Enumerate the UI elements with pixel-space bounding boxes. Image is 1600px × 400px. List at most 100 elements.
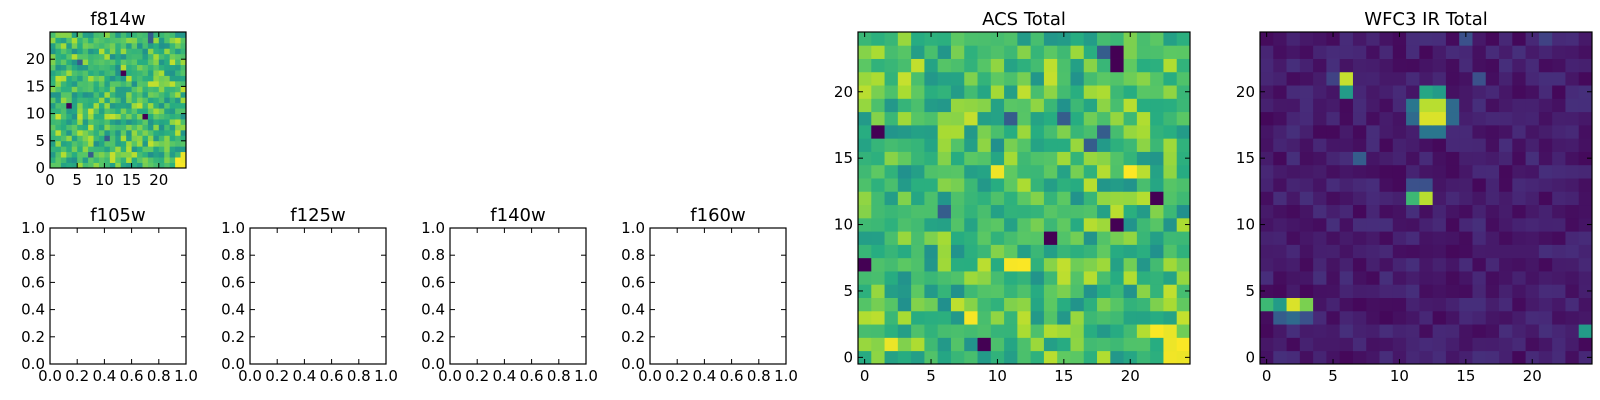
heatmap-cell [1030,111,1045,126]
heatmap-cell [1392,244,1407,259]
heatmap-cell [1339,217,1354,232]
heatmap-cell [1459,98,1473,113]
heatmap-cell [142,146,149,153]
heatmap-cell [937,204,952,219]
heatmap-cell [164,108,171,114]
heatmap-cell [1432,271,1447,285]
heatmap-cell [1419,164,1434,179]
x-tick-label: 10 [1390,367,1409,385]
heatmap-cell [884,217,899,232]
heatmap-cell [924,178,939,192]
heatmap-cell [1512,217,1526,232]
heatmap-cell [1313,337,1327,352]
heatmap-cell [137,75,143,82]
heatmap-cell [897,310,912,325]
heatmap-cell [924,191,939,206]
heatmap-cell [1313,45,1327,59]
heatmap-cell [1043,32,1058,46]
heatmap-cell [1017,257,1032,272]
heatmap-cell [93,157,100,163]
heatmap-cell [1552,350,1566,365]
x-tick-label: 0.0 [638,367,662,385]
heatmap-cell [977,350,992,365]
heatmap-cell [71,80,78,87]
heatmap-cell [964,204,978,219]
heatmap-cell [50,75,56,82]
heatmap-cell [147,102,154,109]
heatmap-cell [120,42,127,49]
heatmap-cell [1070,164,1085,179]
heatmap-cell [55,80,62,87]
heatmap-cell [1366,231,1380,245]
heatmap-cell [924,151,939,166]
heatmap-cell [169,151,176,158]
heatmap-cell [1525,244,1540,259]
heatmap-cell [1123,45,1138,59]
heatmap-cell [937,271,952,285]
heatmap-cell [1432,111,1447,126]
heatmap-cell [1379,71,1394,86]
heatmap-cell [937,111,952,126]
heatmap-cell [1286,111,1301,126]
heatmap-cell [1286,164,1301,179]
heatmap-cell [77,129,84,136]
heatmap-cell [1150,85,1164,99]
heatmap-cell [175,151,181,158]
heatmap-cell [1313,85,1327,99]
heatmap-cell [1273,310,1287,325]
heatmap-cell [1299,231,1314,245]
heatmap-cell [1499,58,1513,73]
heatmap-cell [131,91,138,98]
heatmap-cell [120,75,127,82]
heatmap-cell [131,64,138,71]
heatmap-cell [77,124,84,131]
heatmap-cell [1150,58,1164,73]
heatmap-cell [1313,297,1327,312]
heatmap-cell [1030,271,1045,285]
heatmap-cell [104,70,111,76]
heatmap-cell [147,119,154,125]
heatmap-cell [1565,151,1580,166]
heatmap-cell [93,97,100,104]
heatmap-cell [884,310,899,325]
heatmap-cell [1057,324,1071,338]
heatmap-cell [1260,98,1274,113]
heatmap-cell [98,75,105,82]
heatmap-cell [990,297,1005,312]
heatmap-cell [858,350,872,365]
heatmap-cell [1136,297,1151,312]
heatmap-cell [98,135,105,142]
heatmap-cell [131,80,138,87]
heatmap-cell [977,98,992,113]
heatmap-cell [1083,45,1098,59]
heatmap-cell [109,146,116,153]
heatmap-cell [897,124,912,139]
heatmap-cell [1123,124,1138,139]
heatmap-cell [1299,204,1314,219]
heatmap-cell [115,119,122,125]
heatmap-cell [897,271,912,285]
heatmap-cell [137,80,143,87]
heatmap-cell [50,86,56,93]
heatmap-cell [158,129,165,136]
heatmap-cell [153,124,160,131]
heatmap-cell [1083,138,1098,152]
heatmap-cell [60,59,67,66]
heatmap-cell [1286,337,1301,352]
heatmap-cell [164,91,171,98]
heatmap-cell [153,157,160,163]
heatmap-cell [964,217,978,232]
heatmap-cell [1057,138,1071,152]
heatmap-cell [1512,297,1526,312]
heatmap-cell [104,135,111,142]
heatmap-cell [884,271,899,285]
heatmap-cell [871,271,885,285]
heatmap-cell [1083,310,1098,325]
heatmap-cell [1017,324,1032,338]
heatmap-cell [1578,191,1593,206]
heatmap-cell [153,48,160,55]
heatmap-cell [1110,71,1124,86]
heatmap-cell [1030,350,1045,365]
heatmap-cell [1057,98,1071,113]
heatmap-cell [71,53,78,60]
